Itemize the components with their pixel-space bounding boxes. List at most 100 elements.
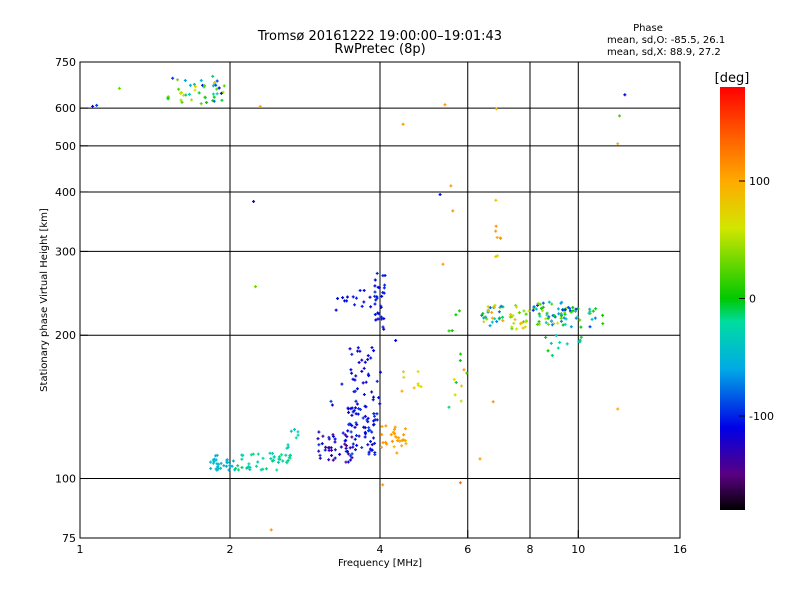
data-point: [317, 430, 321, 434]
data-point: [286, 458, 290, 462]
data-point: [331, 433, 335, 437]
data-point: [403, 427, 407, 431]
data-point: [593, 316, 597, 320]
data-point: [486, 309, 490, 313]
data-point: [618, 114, 622, 118]
data-point: [374, 318, 378, 322]
data-point: [370, 448, 374, 452]
data-point: [623, 93, 627, 97]
data-point: [498, 316, 502, 320]
data-point: [349, 407, 353, 411]
data-point: [372, 419, 376, 423]
data-point: [296, 433, 300, 437]
data-point: [394, 338, 398, 342]
data-point: [211, 74, 215, 78]
data-point: [275, 468, 279, 472]
y-tick-label: 400: [55, 186, 76, 199]
data-point: [380, 425, 384, 429]
data-point: [91, 104, 95, 108]
data-point: [254, 464, 258, 468]
data-point: [373, 441, 377, 445]
data-point: [360, 358, 364, 362]
data-point: [371, 398, 375, 402]
data-point: [258, 104, 262, 108]
data-point: [330, 454, 334, 458]
data-point: [565, 342, 569, 346]
data-point: [217, 86, 221, 90]
data-point: [340, 382, 344, 386]
data-point: [453, 393, 457, 397]
y-tick-label: 75: [62, 532, 76, 545]
data-point: [465, 371, 469, 375]
data-point: [561, 308, 565, 312]
data-point: [527, 309, 531, 313]
data-point: [481, 312, 485, 316]
data-point: [563, 308, 567, 312]
data-point: [224, 464, 228, 468]
data-point: [358, 288, 362, 292]
data-point: [397, 436, 401, 440]
data-point: [264, 467, 268, 471]
data-point: [366, 354, 370, 358]
data-point: [373, 278, 377, 282]
x-tick-label: 1: [77, 543, 84, 556]
chart-subtitle: RwPretec (8p): [334, 42, 425, 57]
y-axis: 75 100 200 300 400 500 600 750: [55, 56, 88, 545]
data-point: [348, 347, 352, 351]
data-point: [363, 432, 367, 436]
data-point: [350, 456, 354, 460]
data-point: [578, 318, 582, 322]
data-point: [346, 450, 350, 454]
data-point: [347, 411, 351, 415]
data-point: [459, 352, 463, 356]
data-point: [490, 320, 494, 324]
y-tick-label: 600: [55, 102, 76, 115]
data-point: [556, 346, 560, 350]
data-point: [494, 198, 498, 202]
data-point: [558, 340, 562, 344]
data-point: [354, 434, 358, 438]
data-point: [575, 315, 579, 319]
data-point: [350, 352, 354, 356]
data-point: [447, 329, 451, 333]
data-point: [329, 446, 333, 450]
data-point: [345, 435, 349, 439]
data-point: [370, 443, 374, 447]
colorbar-label: [deg]: [715, 71, 750, 86]
data-point: [379, 305, 383, 309]
data-point: [573, 309, 577, 313]
data-point: [375, 271, 379, 275]
data-point: [212, 99, 216, 103]
data-point: [176, 78, 180, 82]
data-point: [349, 430, 353, 434]
data-point: [269, 528, 273, 532]
data-point: [320, 442, 324, 446]
data-point: [512, 321, 516, 325]
data-point: [382, 327, 386, 331]
data-point: [482, 316, 486, 320]
data-point: [259, 468, 263, 472]
data-point: [393, 435, 397, 439]
data-point: [454, 380, 458, 384]
data-point: [177, 87, 181, 91]
data-point: [544, 317, 548, 321]
data-point: [569, 325, 573, 329]
data-point: [358, 349, 362, 353]
data-point: [491, 316, 495, 320]
data-point: [544, 335, 548, 339]
data-point: [616, 407, 620, 411]
data-point: [616, 142, 620, 146]
data-point: [373, 290, 377, 294]
data-point: [333, 456, 337, 460]
data-point: [380, 294, 384, 298]
data-point: [345, 444, 349, 448]
data-point: [349, 458, 353, 462]
data-point: [554, 334, 558, 338]
data-point: [450, 329, 454, 333]
data-point: [559, 316, 563, 320]
data-point: [402, 438, 406, 442]
data-point: [117, 86, 121, 90]
y-tick-label: 500: [55, 140, 76, 153]
data-point: [601, 322, 605, 326]
data-point: [375, 379, 379, 383]
